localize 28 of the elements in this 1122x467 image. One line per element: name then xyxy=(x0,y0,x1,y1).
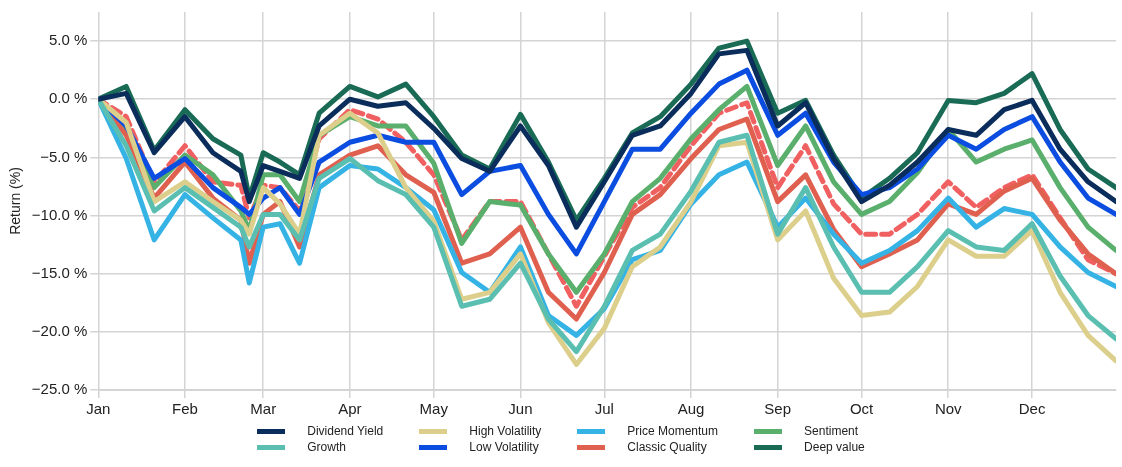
x-tick-label: Sep xyxy=(764,400,792,418)
x-tick-label: Mar xyxy=(250,400,277,418)
x-tick-label: Jun xyxy=(508,400,533,418)
y-tick-label: −20.0 % xyxy=(31,321,88,339)
x-tick-label: Apr xyxy=(338,400,362,418)
y-tick-label: 5.0 % xyxy=(48,31,88,49)
legend-label: Deep value xyxy=(804,440,865,454)
legend-label: Dividend Yield xyxy=(307,424,384,438)
y-tick-label: −15.0 % xyxy=(31,263,88,281)
legend-label: Price Momentum xyxy=(627,424,719,438)
y-tick-label: 0.0 % xyxy=(48,89,88,107)
x-tick-label: Aug xyxy=(677,400,705,418)
x-tick-label: Oct xyxy=(849,400,875,418)
y-axis-title: Return (%) xyxy=(7,167,24,235)
y-tick-label: −10.0 % xyxy=(31,205,88,223)
y-tick-label: −5.0 % xyxy=(40,147,88,165)
x-tick-label: Nov xyxy=(934,400,963,418)
x-tick-label: Jul xyxy=(594,400,614,418)
legend-label: Classic Quality xyxy=(627,440,707,454)
x-tick-label: May xyxy=(419,400,449,418)
x-tick-label: Jan xyxy=(86,400,111,418)
legend-label: Growth xyxy=(307,440,346,454)
y-tick-label: −25.0 % xyxy=(31,380,88,398)
legend-label: High Volatility xyxy=(469,424,542,438)
x-tick-label: Dec xyxy=(1018,400,1046,418)
legend-label: Sentiment xyxy=(804,424,859,438)
x-tick-label: Feb xyxy=(172,400,198,418)
legend-label: Low Volatility xyxy=(469,440,539,454)
